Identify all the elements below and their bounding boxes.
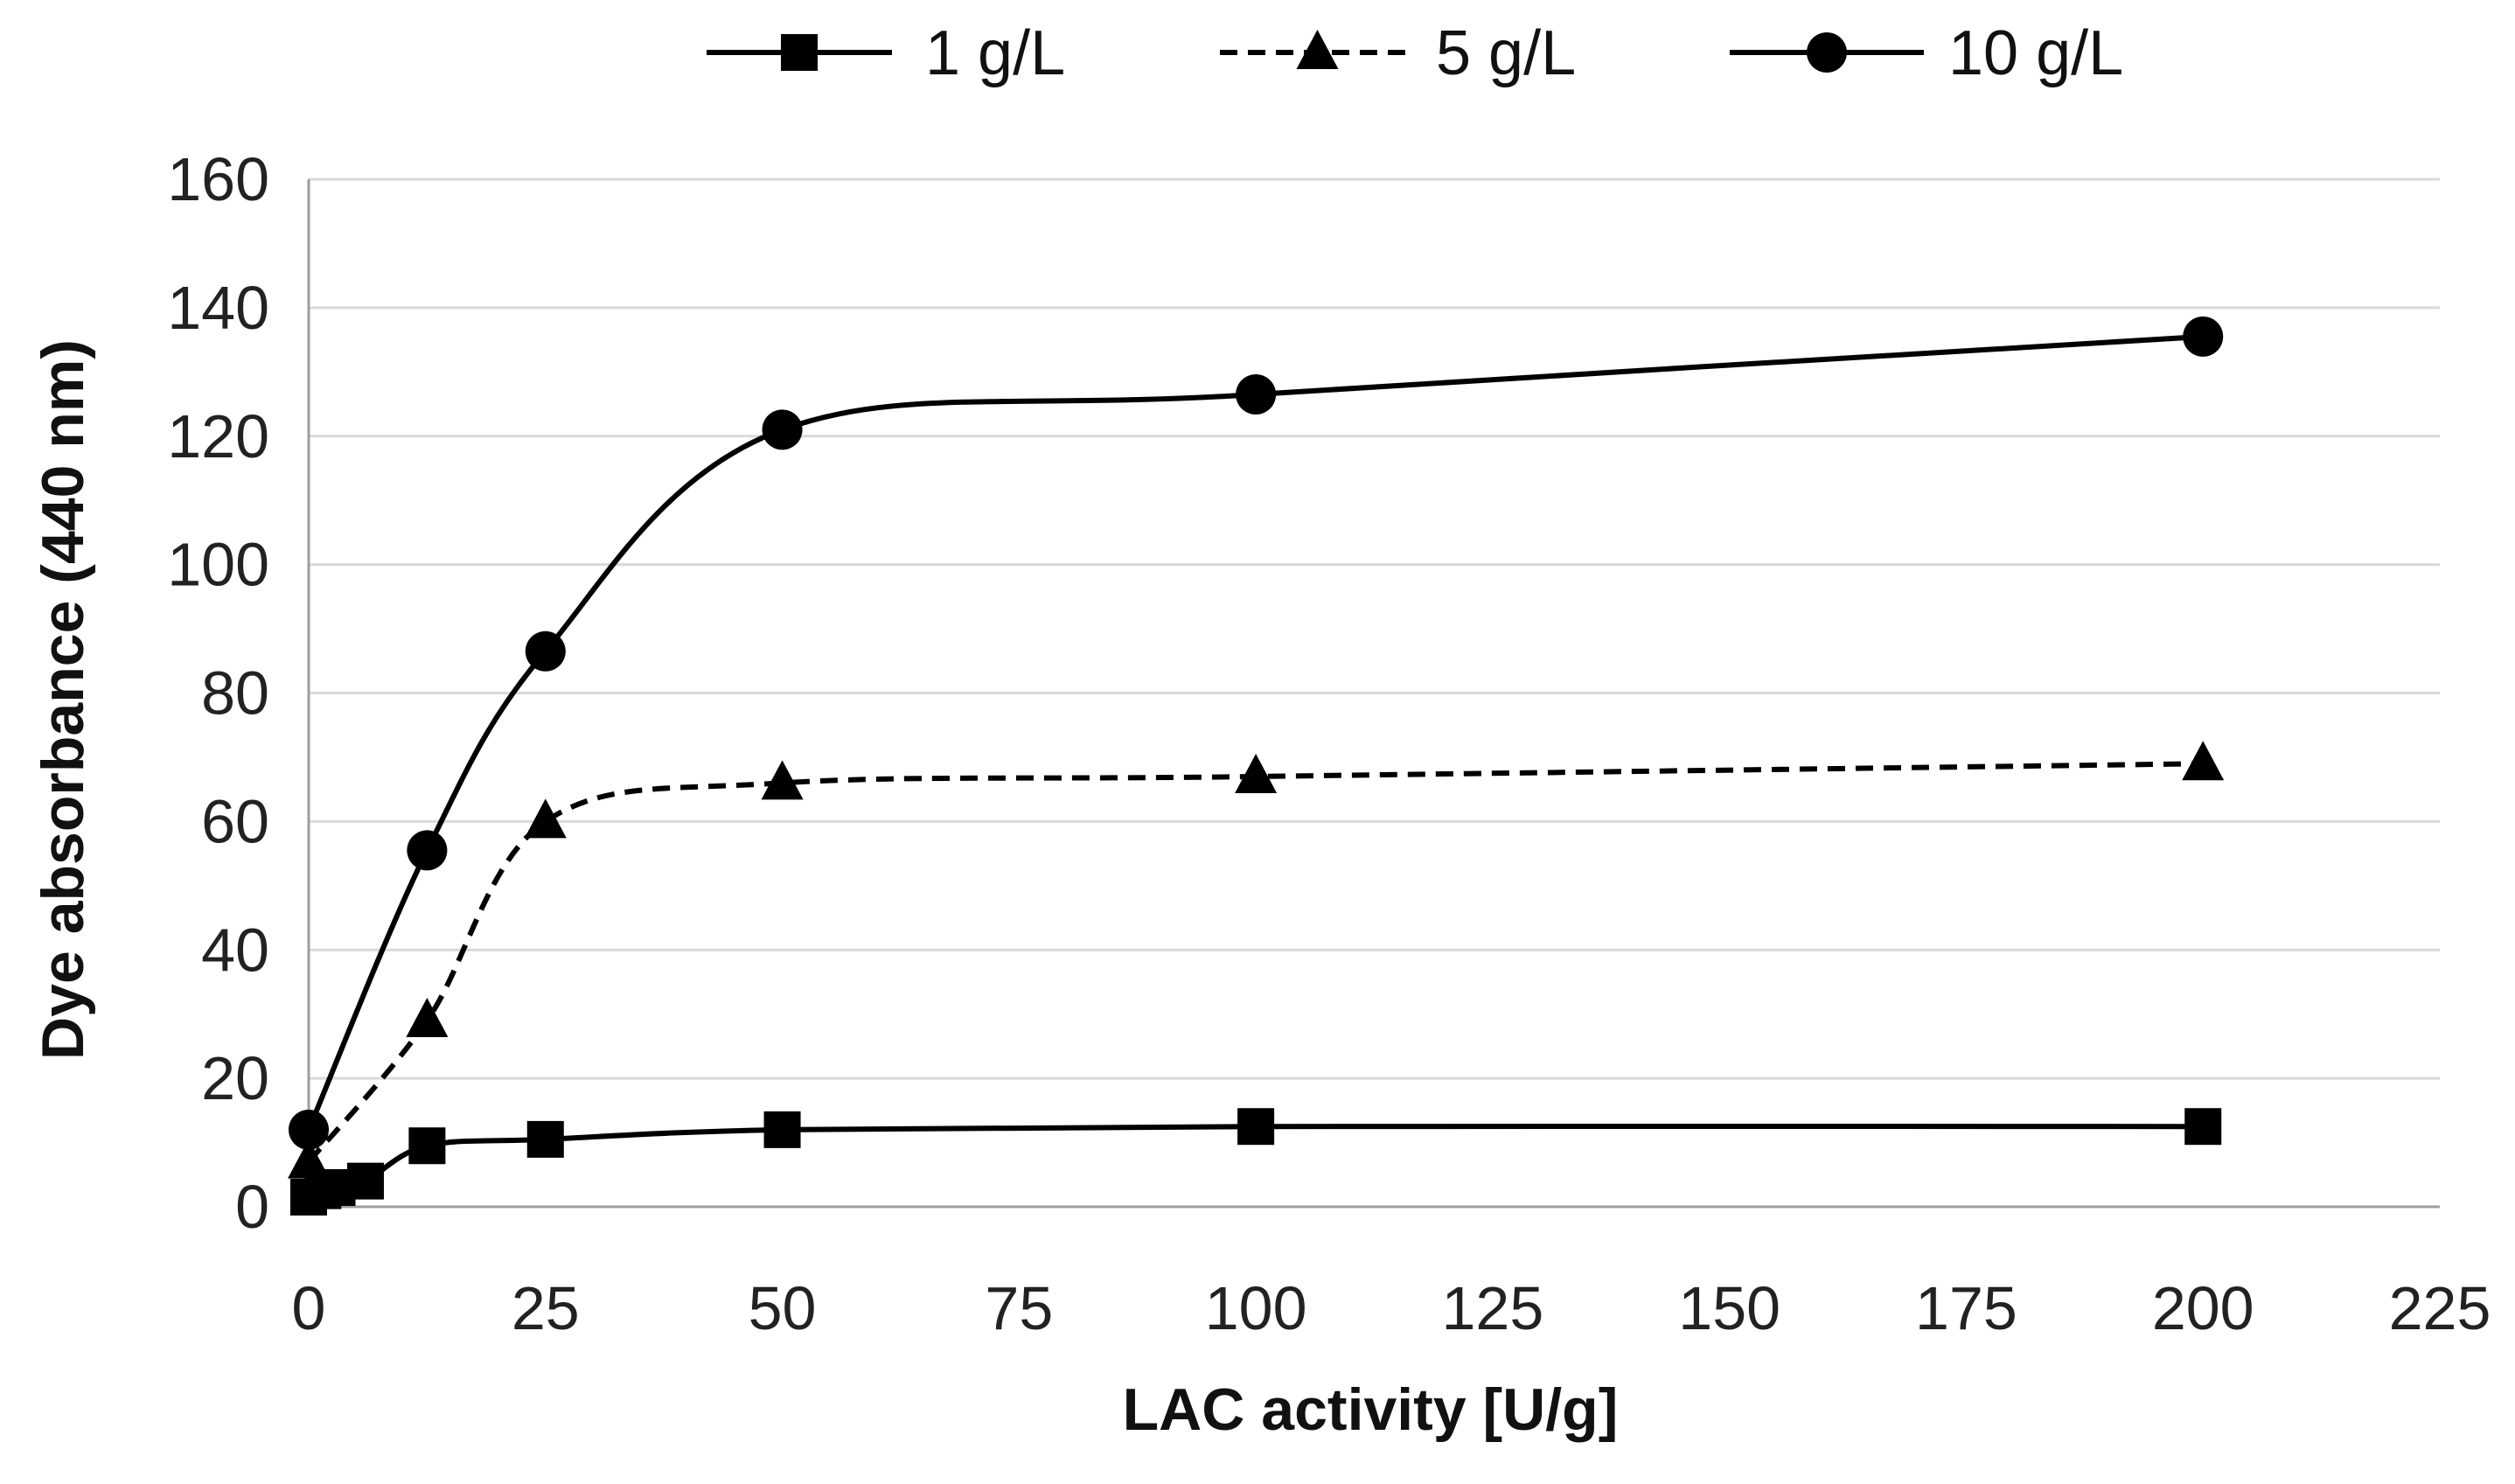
series-line <box>306 761 2204 1164</box>
legend: 1 g/L 5 g/L 10 g/L <box>707 18 2123 88</box>
legend-marker <box>1807 32 1847 73</box>
legend-label: 5 g/L <box>1436 18 1576 88</box>
x-tick-label: 50 <box>749 1274 817 1342</box>
y-tick-label: 80 <box>201 659 269 728</box>
series-line <box>306 333 2204 1132</box>
x-tick-label: 125 <box>1441 1274 1543 1342</box>
data-point <box>762 409 803 450</box>
legend-item: 10 g/L <box>1730 18 2123 88</box>
x-tick-label: 100 <box>1205 1274 1307 1342</box>
data-point <box>1237 1108 1275 1146</box>
data-point <box>761 760 804 800</box>
data-point <box>525 631 566 672</box>
series-1 <box>290 1108 2222 1216</box>
data-point <box>289 1109 329 1150</box>
axes <box>307 179 2440 1209</box>
legend-label: 1 g/L <box>925 18 1065 88</box>
legend-label: 10 g/L <box>1948 18 2123 88</box>
y-tick-label: 120 <box>167 402 269 470</box>
data-point <box>408 1127 446 1165</box>
data-point <box>407 830 448 871</box>
data-point <box>288 1139 330 1179</box>
data-point <box>2183 316 2224 357</box>
y-tick-label: 100 <box>167 531 269 599</box>
y-axis-title: Dye absorbance (440 nm) <box>30 339 96 1060</box>
y-tick-label: 60 <box>201 787 269 855</box>
series-2 <box>288 741 2225 1179</box>
x-axis-title: LAC activity [U/g] <box>1123 1376 1619 1443</box>
y-tick-label: 20 <box>201 1044 269 1112</box>
data-point <box>763 1111 801 1148</box>
y-tick-label: 0 <box>235 1173 269 1241</box>
data-point <box>1235 753 1278 793</box>
data-point <box>2184 1108 2222 1146</box>
legend-marker <box>781 34 818 71</box>
data-point <box>1236 374 1277 415</box>
gridlines <box>309 178 2440 1080</box>
legend-marker <box>1296 30 1339 69</box>
y-tick-label: 160 <box>167 145 269 213</box>
x-tick-label: 25 <box>512 1274 580 1342</box>
y-tick-label: 40 <box>201 916 269 984</box>
data-point <box>346 1162 384 1200</box>
x-tick-label: 175 <box>1915 1274 2017 1342</box>
data-point <box>2182 741 2225 781</box>
x-tick-label: 200 <box>2152 1274 2254 1342</box>
tick-labels: 0 20 40 60 80 100 120 140 160 0 25 50 75 100 125 150 175… <box>167 145 2491 1342</box>
legend-item: 1 g/L <box>707 18 1065 88</box>
data-point <box>526 1120 564 1158</box>
x-tick-label: 150 <box>1678 1274 1780 1342</box>
y-tick-label: 140 <box>167 274 269 342</box>
x-tick-label: 0 <box>292 1274 326 1342</box>
x-tick-label: 75 <box>985 1274 1053 1342</box>
legend-item: 5 g/L <box>1220 18 1576 88</box>
data-point <box>406 998 449 1038</box>
data-point <box>524 798 567 839</box>
series-3 <box>289 316 2224 1150</box>
x-tick-label: 225 <box>2389 1274 2491 1342</box>
series-layer <box>288 316 2225 1216</box>
